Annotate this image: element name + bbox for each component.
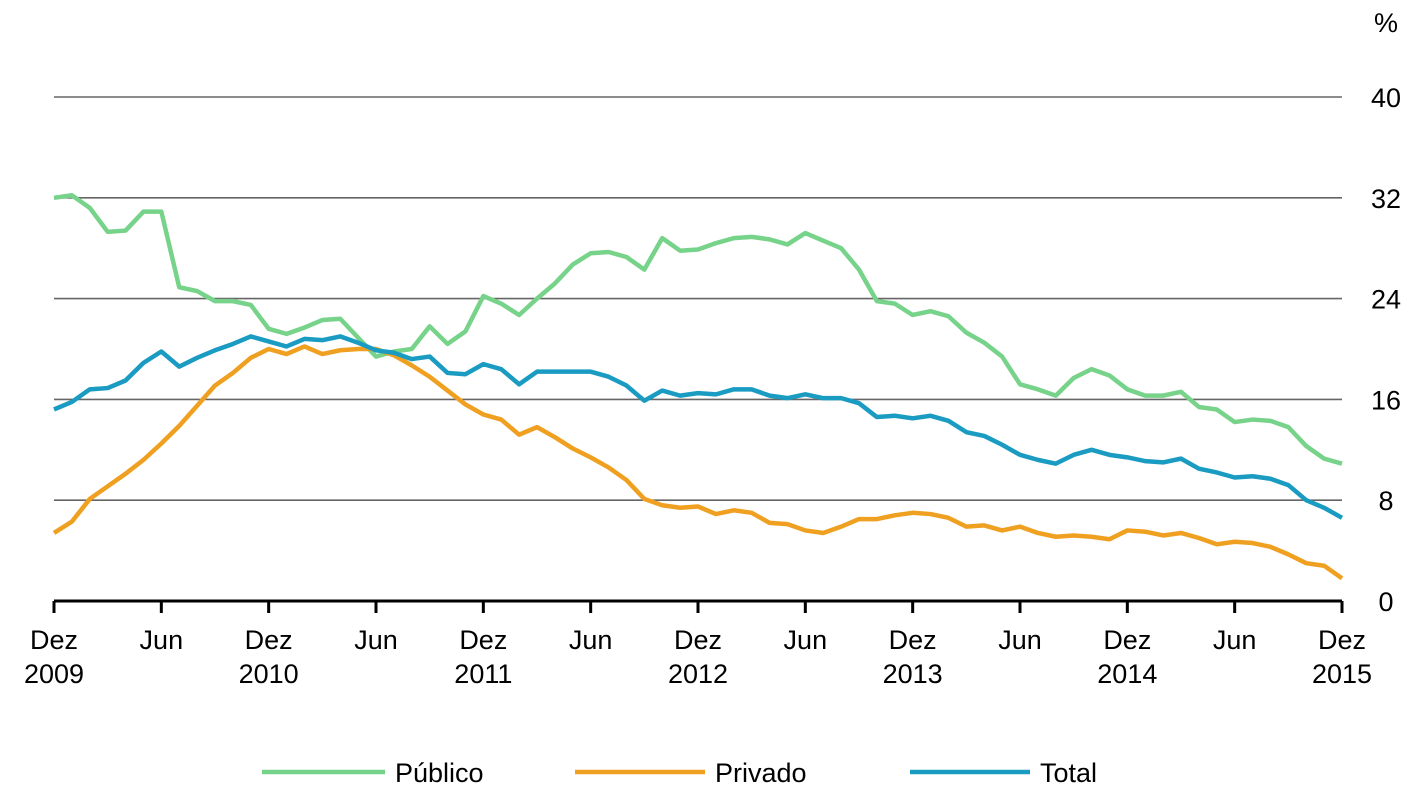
x-tick-label: Jun [140, 625, 184, 655]
x-tick-label: Dez 2013 [883, 625, 943, 689]
x-tick-label: Jun [569, 625, 613, 655]
x-tick-label: Dez 2011 [454, 625, 512, 689]
x-tick-label: Dez 2015 [1312, 625, 1372, 689]
series-line [53, 334, 1344, 520]
y-tick-label: 32 [1371, 184, 1401, 214]
y-tick-label: 0 [1378, 587, 1393, 617]
y-tick-label: 16 [1371, 385, 1401, 415]
x-tick-label: Jun [354, 625, 398, 655]
y-tick-label: 24 [1371, 285, 1401, 315]
x-tick-label: Jun [998, 625, 1042, 655]
x-tick-label: Jun [1213, 625, 1257, 655]
x-tick-label: Dez 2009 [24, 625, 84, 689]
legend-label: Total [1040, 758, 1097, 786]
legend-label: Público [395, 758, 484, 786]
legend-label: Privado [715, 758, 807, 786]
x-tick-label: Jun [784, 625, 828, 655]
x-tick-label: Dez 2010 [239, 625, 299, 689]
y-tick-label: 40 [1371, 83, 1401, 113]
x-tick-label: Dez 2014 [1097, 625, 1157, 689]
y-axis-label: % [1374, 8, 1398, 38]
series-line [53, 193, 1343, 466]
x-tick-label: Dez 2012 [668, 625, 728, 689]
y-tick-label: 8 [1378, 486, 1393, 516]
series-line [52, 344, 1344, 581]
